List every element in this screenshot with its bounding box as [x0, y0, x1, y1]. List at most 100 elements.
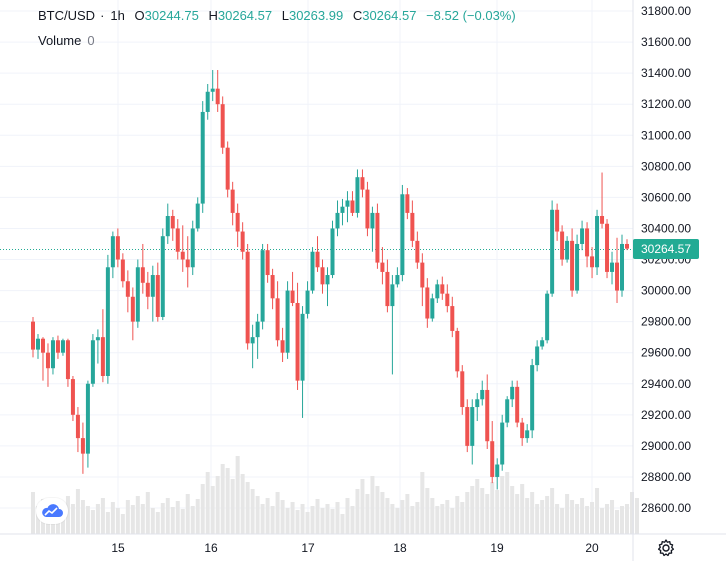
volume-bar [615, 510, 620, 534]
volume-bar [525, 498, 530, 534]
volume-bar [555, 504, 560, 534]
candle-body [440, 284, 445, 294]
volume-bar [220, 464, 225, 534]
candle-body [120, 259, 125, 282]
volume-bar [425, 488, 430, 534]
interval-label[interactable]: 1h [110, 8, 125, 23]
volume-bar [570, 500, 575, 534]
y-tick-label: 29200.00 [641, 408, 691, 422]
volume-bar [460, 502, 465, 534]
candle-body [340, 206, 345, 213]
candle-body [220, 104, 225, 148]
y-tick-label: 30800.00 [641, 159, 691, 173]
x-tick-label: 17 [301, 541, 315, 555]
tradingview-logo-icon[interactable] [36, 498, 68, 524]
candle-body [610, 262, 615, 272]
volume-bar [430, 498, 435, 534]
candle-body [600, 216, 605, 224]
candle-body [470, 407, 475, 446]
volume-bar [275, 492, 280, 534]
candle-body [290, 290, 295, 303]
y-tick-label: 31200.00 [641, 97, 691, 111]
candle-body [80, 438, 85, 454]
y-tick-label: 28600.00 [641, 501, 691, 515]
candle-body [510, 386, 515, 400]
volume-bar [480, 488, 485, 534]
volume-bar [205, 472, 210, 534]
volume-bar [240, 474, 245, 534]
volume-bar [100, 498, 105, 534]
candle-body [165, 216, 170, 237]
candle-body [145, 282, 150, 297]
volume-bar [610, 500, 615, 534]
candle-body [215, 88, 220, 105]
candle-body [95, 337, 100, 341]
candle-body [285, 290, 290, 353]
volume-bar [620, 506, 625, 534]
candle-body [310, 251, 315, 291]
candle-body [580, 228, 585, 244]
volume-bar [405, 494, 410, 534]
candle-body [465, 407, 470, 446]
volume-bar [335, 502, 340, 534]
candle-body [375, 212, 380, 263]
volume-bar [110, 502, 115, 534]
candle-body [475, 399, 480, 408]
candle-body [235, 212, 240, 232]
volume-bar [70, 504, 75, 534]
volume-bar [470, 486, 475, 534]
gear-icon[interactable] [656, 538, 676, 558]
volume-bar [595, 488, 600, 534]
volume-bar [250, 489, 255, 534]
candle-body [85, 383, 90, 454]
y-tick-label: 30400.00 [641, 221, 691, 235]
volume-bar [330, 509, 335, 534]
volume-bar [495, 490, 500, 534]
volume-bar [270, 506, 275, 534]
volume-bar [400, 500, 405, 534]
x-tick-label: 16 [204, 541, 218, 555]
volume-bar [500, 476, 505, 534]
candle-body [195, 203, 200, 229]
volume-bar [365, 494, 370, 534]
candle-body [50, 340, 55, 369]
x-tick-label: 18 [393, 541, 407, 555]
volume-bar [465, 492, 470, 534]
candle-body [385, 271, 390, 307]
candle-body [185, 259, 190, 268]
volume-bar [375, 486, 380, 534]
symbol-label[interactable]: BTC/USD [38, 8, 96, 23]
volume-bar [230, 479, 235, 534]
y-tick-label: 31000.00 [641, 128, 691, 142]
candle-body [620, 243, 625, 291]
volume-bar [190, 506, 195, 534]
y-tick-label: 31800.00 [641, 4, 691, 18]
candle-body [350, 200, 355, 213]
volume-bar [105, 512, 110, 534]
candle-body [105, 267, 110, 376]
candle-body [160, 236, 165, 317]
candle-body [560, 231, 565, 260]
volume-bar [490, 482, 495, 534]
candle-body [485, 389, 490, 442]
volume-bar [325, 504, 330, 534]
volume-bar [475, 479, 480, 534]
volume-bar [395, 508, 400, 534]
volume-bar [310, 506, 315, 534]
volume-bar [35, 506, 40, 534]
volume-bar [90, 510, 95, 534]
candle-body [90, 340, 95, 384]
candle-body [125, 281, 130, 297]
volume-bar [505, 472, 510, 534]
candle-body [520, 422, 525, 439]
low-value: 30263.99 [288, 8, 344, 23]
candle-body [355, 177, 360, 213]
volume-bar [140, 504, 145, 534]
candle-body [625, 243, 629, 249]
x-tick-label: 19 [490, 541, 504, 555]
candle-body [595, 216, 600, 268]
change-value: −8.52 (−0.03%) [426, 8, 516, 23]
candle-body [140, 267, 145, 283]
volume-bar [415, 502, 420, 534]
